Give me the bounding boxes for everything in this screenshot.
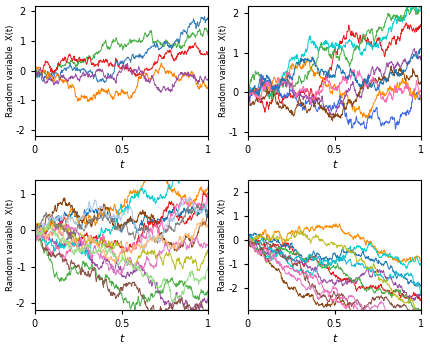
Y-axis label: Random variable  X(t): Random variable X(t) xyxy=(218,25,227,117)
Y-axis label: Random variable  X(t): Random variable X(t) xyxy=(6,25,15,117)
X-axis label: t: t xyxy=(332,160,337,170)
X-axis label: t: t xyxy=(120,160,124,170)
Y-axis label: Random variable  X(t): Random variable X(t) xyxy=(6,199,15,291)
X-axis label: t: t xyxy=(332,335,337,344)
X-axis label: t: t xyxy=(120,335,124,344)
Y-axis label: Random variable  X(t): Random variable X(t) xyxy=(218,199,227,291)
